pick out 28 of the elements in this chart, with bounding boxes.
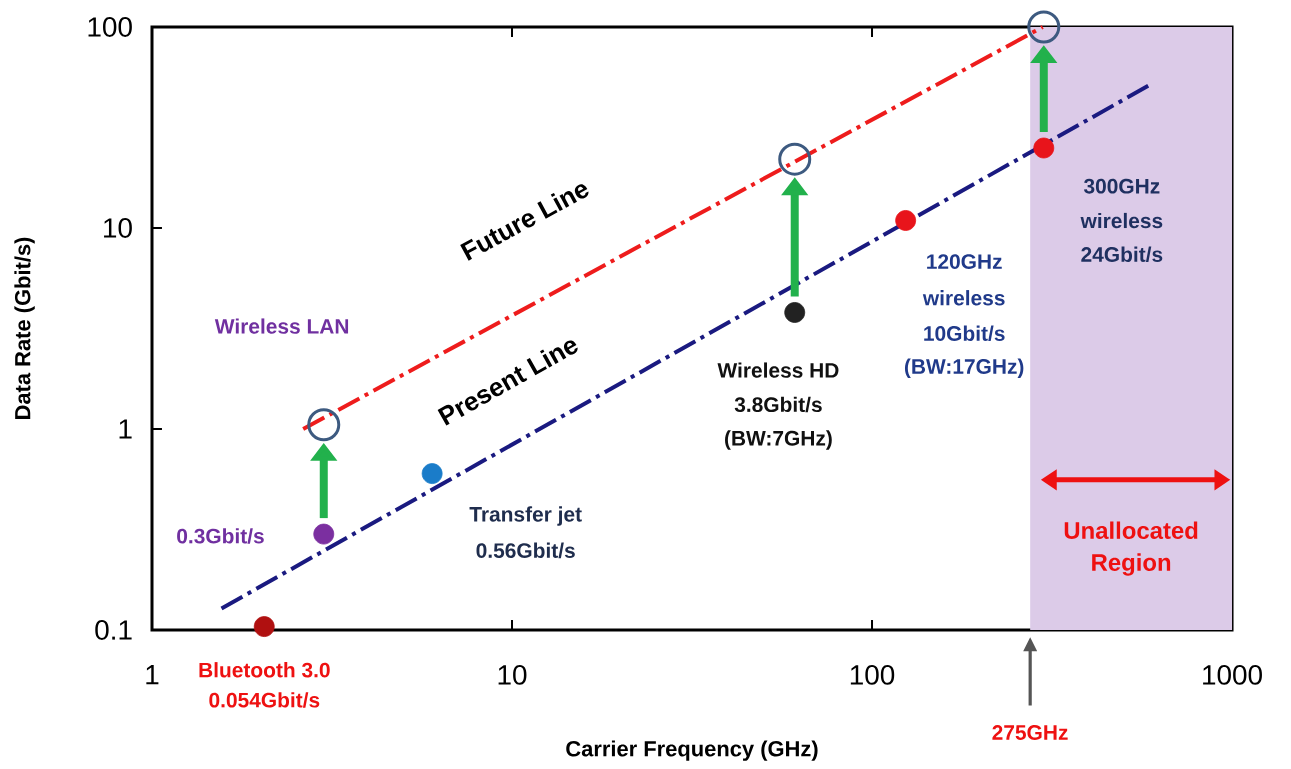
y-axis-title: Data Rate (Gbit/s)	[14, 237, 35, 419]
text: Bluetooth 3.0	[199, 662, 330, 678]
x-tick-label: 100	[850, 665, 895, 685]
band-label: Unallocated Region	[1064, 521, 1198, 576]
y-tick-label: 10	[104, 218, 132, 238]
annotation: wireless	[922, 290, 1005, 306]
y-tick-label: 0.1	[95, 620, 132, 640]
annotation: 10Gbit/s	[924, 325, 1005, 342]
x-axis-title: Carrier Frequency (GHz)	[566, 740, 818, 761]
annotation: Transfer jet	[469, 506, 582, 526]
annotation: Wireless HD	[717, 362, 839, 378]
annotation: 0.56Gbit/s	[476, 542, 575, 559]
y-tick-label: 1	[119, 419, 132, 439]
text: 0.054Gbit/s	[209, 692, 320, 708]
annotation: wireless	[1080, 212, 1163, 229]
annotation: 3.8Gbit/s	[734, 396, 822, 413]
annotation: 24Gbit/s	[1081, 246, 1163, 263]
x-tick-label: 10	[498, 665, 527, 685]
text: 275GHz	[992, 725, 1068, 740]
annotation: Wireless LAN	[214, 318, 349, 334]
annotation: (BW:7GHz)	[725, 430, 832, 450]
x-tick-label: 1000	[1203, 665, 1262, 685]
annotation: 0.3Gbit/s	[177, 528, 264, 544]
annotation: 120GHz	[927, 254, 1002, 269]
y-tick-label: 100	[88, 17, 132, 37]
annotation: (BW:17GHz)	[904, 358, 1024, 379]
annotation: 300GHz	[1083, 178, 1160, 194]
x-tick-label: 1	[146, 665, 159, 685]
